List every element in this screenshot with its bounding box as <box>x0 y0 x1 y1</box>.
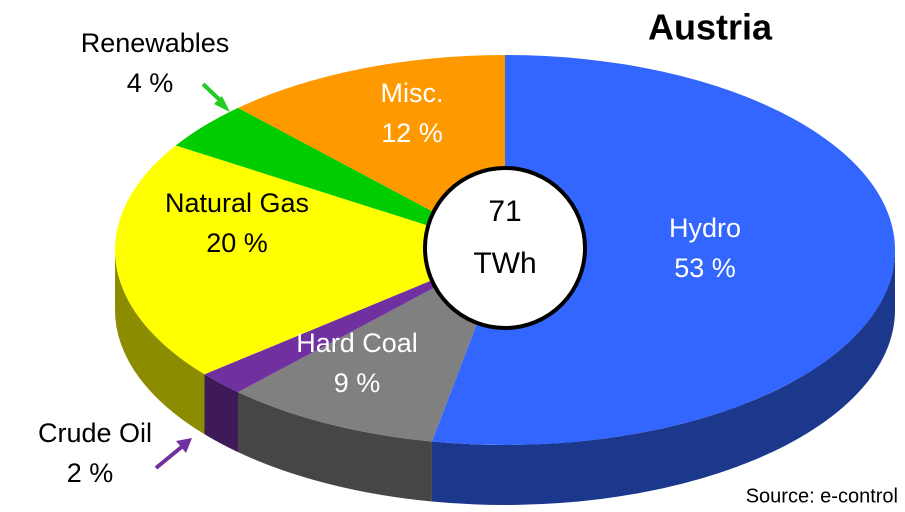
slice-label: Crude Oil <box>38 418 152 448</box>
slice-label: Hard Coal <box>296 328 418 358</box>
slice-side <box>238 392 432 502</box>
slice <box>204 250 506 393</box>
center-value: 71 <box>488 195 521 228</box>
slice-label: Misc. <box>381 78 444 108</box>
value-label: 12 % <box>381 118 443 148</box>
slice <box>114 145 505 375</box>
source: Source: e-control <box>746 485 898 507</box>
slice <box>175 107 506 250</box>
arrow-head <box>214 96 230 112</box>
slice-side <box>115 250 205 435</box>
center-circle <box>423 166 587 330</box>
value-label: 53 % <box>674 253 736 283</box>
slice-label: Natural Gas <box>165 188 309 218</box>
arrow <box>154 443 186 470</box>
slice-label: Renewables <box>81 28 230 58</box>
slice-side <box>204 374 239 453</box>
arrow-head <box>176 438 192 453</box>
chart-title: Austria <box>648 7 773 48</box>
value-label: 2 % <box>67 458 114 488</box>
center-unit: TWh <box>473 247 536 280</box>
slice-side <box>431 250 895 506</box>
slice <box>238 250 506 442</box>
value-label: 4 % <box>127 68 174 98</box>
value-label: 20 % <box>206 228 268 258</box>
slice-label: Hydro <box>669 213 741 243</box>
value-label: 9 % <box>334 368 381 398</box>
slice <box>431 55 895 445</box>
pie <box>114 55 895 506</box>
